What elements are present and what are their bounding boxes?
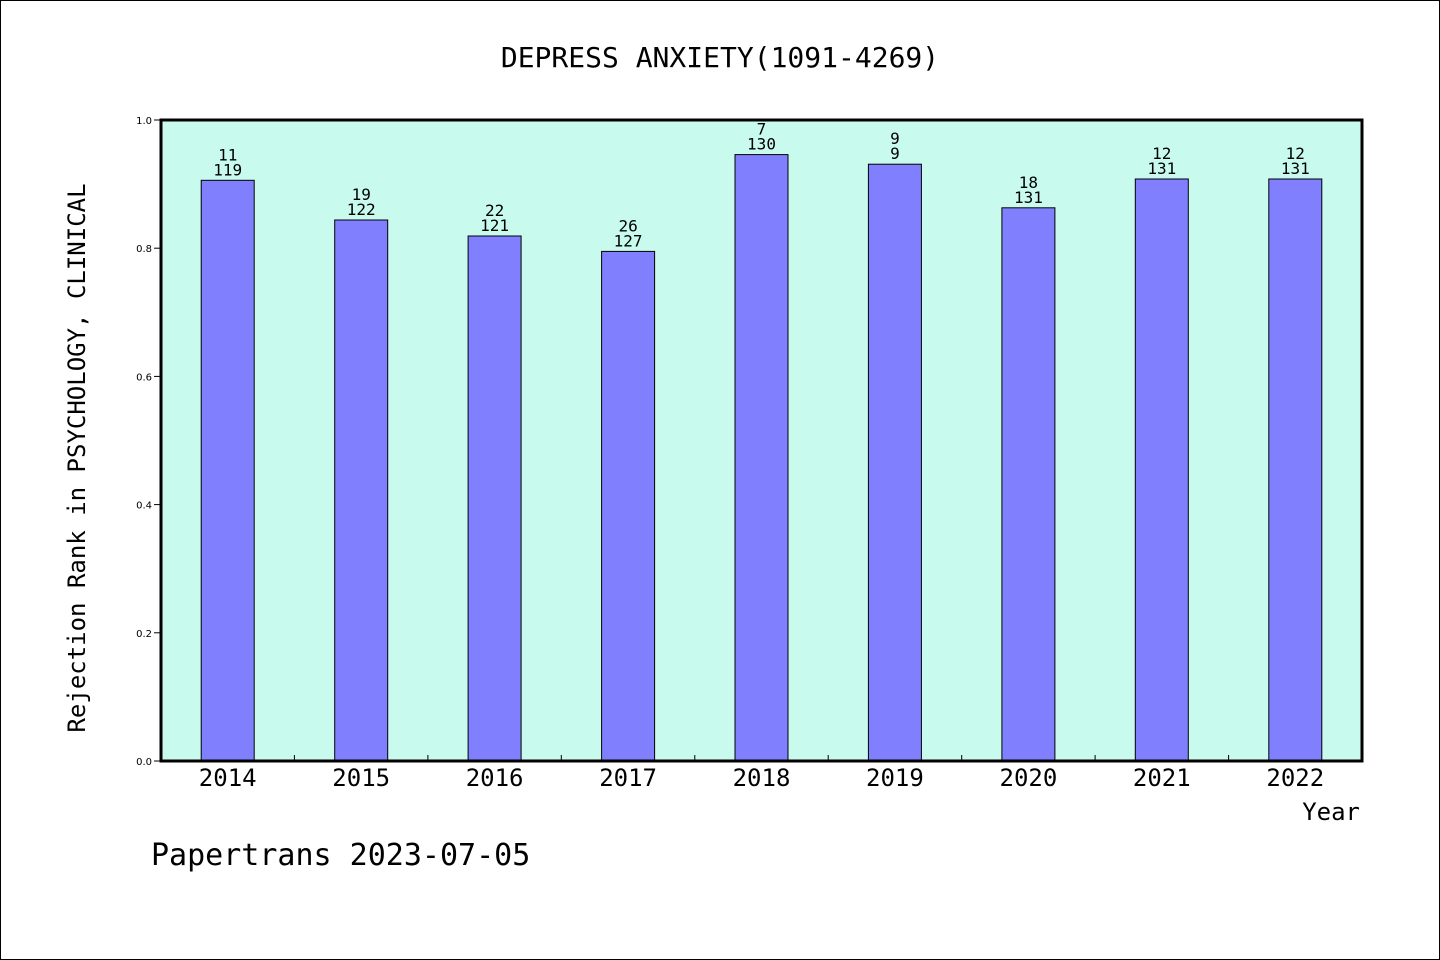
x-tick-label-2022: 2022 xyxy=(1266,764,1324,792)
bar-label-bottom-2018: 130 xyxy=(747,135,776,154)
x-tick-label-2016: 2016 xyxy=(466,764,524,792)
bar-2015 xyxy=(334,219,389,762)
bar-label-bottom-2016: 121 xyxy=(480,216,509,235)
y-axis-ticks: 0.0 0.2 0.4 0.6 0.8 1.0 xyxy=(136,116,161,768)
bar-label-bottom-2014: 119 xyxy=(213,160,242,179)
bar-label-top-2022: 12 xyxy=(1286,144,1305,163)
y-axis-label: Rejection Rank in PSYCHOLOGY, CLINICAL xyxy=(63,183,91,732)
y-tick-label-1.0: 1.0 xyxy=(136,116,152,127)
bar-2020 xyxy=(1001,207,1056,762)
bar-2019 xyxy=(867,163,922,762)
x-tick-label-2019: 2019 xyxy=(866,764,924,792)
y-tick-label-0.2: 0.2 xyxy=(136,629,152,640)
x-tick-label-2020: 2020 xyxy=(1000,764,1058,792)
x-tick-label-2021: 2021 xyxy=(1133,764,1191,792)
chart-title: DEPRESS ANXIETY(1091-4269) xyxy=(501,41,939,74)
bar-label-bottom-2022: 131 xyxy=(1281,159,1310,178)
bar-label-bottom-2017: 127 xyxy=(614,231,643,250)
bar-label-top-2018: 7 xyxy=(757,120,767,139)
bar-label-bottom-2021: 131 xyxy=(1147,159,1176,178)
bar-label-top-2014: 11 xyxy=(218,145,237,164)
bar-label-top-2021: 12 xyxy=(1152,144,1171,163)
bar-label-bottom-2019: 9 xyxy=(890,144,900,163)
bar-label-bottom-2015: 122 xyxy=(347,200,376,219)
x-tick-label-2017: 2017 xyxy=(599,764,657,792)
bar-label-top-2019: 9 xyxy=(890,129,900,148)
y-tick-label-0.6: 0.6 xyxy=(136,372,152,383)
bar-label-top-2016: 22 xyxy=(485,201,504,220)
bar-2014 xyxy=(200,179,255,762)
bar-label-top-2015: 19 xyxy=(352,185,371,204)
bar-2016 xyxy=(467,235,522,762)
y-tick-label-0.0: 0.0 xyxy=(136,757,152,768)
bar-2022 xyxy=(1268,178,1323,762)
plot-border xyxy=(159,118,1364,763)
bar-2021 xyxy=(1134,178,1189,762)
y-tick-label-0.4: 0.4 xyxy=(136,501,152,512)
bar-label-top-2020: 18 xyxy=(1019,173,1038,192)
bar-label-top-2017: 26 xyxy=(618,216,637,235)
y-tick-label-0.8: 0.8 xyxy=(136,244,152,255)
x-tick-label-2018: 2018 xyxy=(733,764,791,792)
x-tick-label-2014: 2014 xyxy=(199,764,257,792)
bars-group xyxy=(200,154,1323,762)
bar-label-bottom-2020: 131 xyxy=(1014,188,1043,207)
bar-2018 xyxy=(734,154,789,762)
bar-2017 xyxy=(601,250,656,762)
x-axis-label: Year xyxy=(1302,798,1360,826)
x-axis-ticks: 2014 2015 2016 2017 2018 2019 2020 2021 2022 xyxy=(199,755,1324,792)
footer-note: Papertrans 2023-07-05 xyxy=(151,838,530,873)
x-tick-label-2015: 2015 xyxy=(332,764,390,792)
